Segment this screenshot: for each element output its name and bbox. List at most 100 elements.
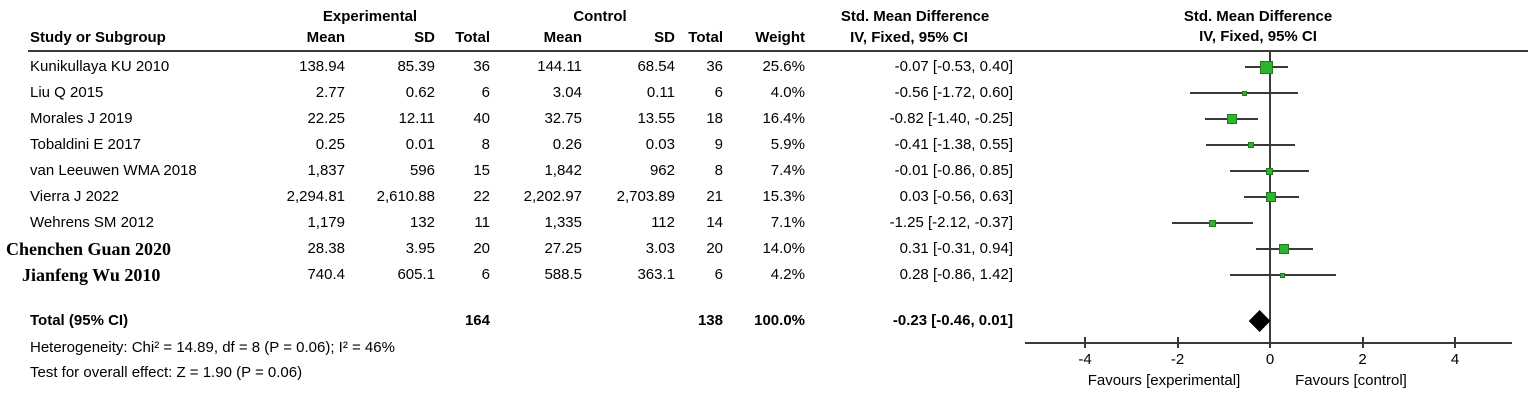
ctrl-mean: 27.25 <box>544 240 582 257</box>
ctrl-mean: 144.11 <box>537 58 582 75</box>
ctrl-sd: 0.11 <box>646 84 675 101</box>
weight: 7.1% <box>770 214 805 231</box>
header-underline <box>28 50 1528 52</box>
ci-line <box>1245 66 1289 68</box>
axis-tick-label: -4 <box>1078 351 1092 368</box>
ctrl-mean: 1,842 <box>544 162 582 179</box>
ci-text: 0.03 [-0.56, 0.63] <box>899 188 1013 205</box>
exp-sd: 605.1 <box>397 266 435 283</box>
exp-sd: 0.01 <box>405 136 435 153</box>
exp-total-header: Total <box>455 29 490 46</box>
ctrl-total: 8 <box>714 162 723 179</box>
exp-sd: 596 <box>409 162 435 179</box>
control-group-header: Control <box>573 8 627 25</box>
ctrl-sd: 13.55 <box>637 110 675 127</box>
exp-total: 40 <box>473 110 490 127</box>
study-column-header: Study or Subgroup <box>30 29 166 46</box>
weight: 7.4% <box>770 162 805 179</box>
ci-text: -0.56 [-1.72, 0.60] <box>894 84 1013 101</box>
ctrl-mean-header: Mean <box>543 29 582 46</box>
exp-sd: 3.95 <box>405 240 435 257</box>
effect-square <box>1266 167 1274 175</box>
ctrl-total: 6 <box>714 84 723 101</box>
study-name: Tobaldini E 2017 <box>30 136 141 153</box>
weight-header: Weight <box>755 29 805 46</box>
ci-text: -0.07 [-0.53, 0.40] <box>894 58 1013 75</box>
total-ctrl-sd-empty <box>582 308 675 334</box>
ctrl-sd: 112 <box>651 214 675 231</box>
study-name: Wehrens SM 2012 <box>30 214 154 231</box>
total-row: Total (95% CI) 164 138 100.0% -0.23 [-0.… <box>0 308 1013 334</box>
ctrl-mean: 1,335 <box>544 214 582 231</box>
ci-line <box>1171 222 1253 224</box>
axis-tick-label: 0 <box>1265 351 1275 368</box>
exp-total: 6 <box>481 84 490 101</box>
axis-tick-label: 4 <box>1450 351 1460 368</box>
effect-square <box>1241 90 1247 96</box>
exp-sd: 0.62 <box>405 84 435 101</box>
experimental-group-header: Experimental <box>322 8 418 25</box>
ctrl-sd: 0.03 <box>645 136 675 153</box>
effect-square <box>1248 142 1255 148</box>
ctrl-mean: 0.26 <box>552 136 582 153</box>
study-row: Tobaldini E 2017 0.25 0.01 8 0.26 0.03 9… <box>0 132 1013 158</box>
effect-square <box>1260 60 1274 74</box>
study-row: Kunikullaya KU 2010 138.94 85.39 36 144.… <box>0 54 1013 80</box>
effect-square <box>1280 272 1286 278</box>
exp-total: 36 <box>473 58 490 75</box>
total-ci-text: -0.23 [-0.46, 0.01] <box>892 312 1013 329</box>
axis-tick <box>1084 337 1086 348</box>
weight: 5.9% <box>770 136 805 153</box>
ctrl-mean: 3.04 <box>552 84 582 101</box>
ci-line <box>1230 170 1310 172</box>
study-name: Morales J 2019 <box>30 110 133 127</box>
weight: 25.6% <box>762 58 805 75</box>
exp-sd: 2,610.88 <box>376 188 435 205</box>
study-name: Vierra J 2022 <box>30 188 119 205</box>
total-label: Total (95% CI) <box>30 312 129 329</box>
study-row: Morales J 2019 22.25 12.11 40 32.75 13.5… <box>0 106 1013 132</box>
exp-total: 11 <box>474 214 490 231</box>
exp-total: 22 <box>473 188 490 205</box>
effect-square <box>1279 244 1290 254</box>
overall-effect-text: Test for overall effect: Z = 1.90 (P = 0… <box>30 364 303 381</box>
ctrl-total: 36 <box>706 58 723 75</box>
zero-line <box>1269 51 1271 342</box>
exp-mean: 740.4 <box>307 266 345 283</box>
exp-total: 20 <box>473 240 490 257</box>
column-header-row: Study or Subgroup Mean SD Total Mean SD … <box>0 26 1013 50</box>
total-exp-sd-empty <box>345 308 435 334</box>
exp-mean: 1,837 <box>307 162 345 179</box>
ctrl-sd: 3.03 <box>645 240 675 257</box>
axis-tick <box>1176 337 1179 348</box>
total-exp-mean-empty <box>250 308 345 334</box>
exp-total: 6 <box>481 266 490 283</box>
study-row: Jianfeng Wu 2010 740.4 605.1 6 588.5 363… <box>0 262 1013 288</box>
exp-mean: 0.25 <box>315 136 345 153</box>
ctrl-total: 6 <box>714 266 723 283</box>
exp-mean: 28.38 <box>307 240 345 257</box>
ci-text: -0.82 [-1.40, -0.25] <box>889 110 1013 127</box>
smd-plot-column-header: Std. Mean Difference <box>1183 8 1333 25</box>
ctrl-mean: 32.75 <box>544 110 582 127</box>
ci-text: 0.28 [-0.86, 1.42] <box>899 266 1013 283</box>
axis-tick <box>1454 337 1456 348</box>
effect-square <box>1266 192 1277 202</box>
ctrl-total: 14 <box>706 214 723 231</box>
ci-line <box>1244 196 1300 198</box>
study-name: Jianfeng Wu 2010 <box>22 265 161 285</box>
exp-sd: 85.39 <box>397 58 435 75</box>
ctrl-total-header: Total <box>688 29 723 46</box>
exp-total: 8 <box>481 136 490 153</box>
ctrl-mean: 588.5 <box>544 266 582 283</box>
study-name: Liu Q 2015 <box>30 84 104 101</box>
study-row: Vierra J 2022 2,294.81 2,610.88 22 2,202… <box>0 184 1013 210</box>
exp-mean: 138.94 <box>299 58 345 75</box>
study-name: Chenchen Guan 2020 <box>6 239 172 259</box>
ci-method-header: IV, Fixed, 95% CI <box>850 29 968 46</box>
study-row: Chenchen Guan 2020 28.38 3.95 20 27.25 3… <box>0 236 1013 262</box>
ctrl-sd: 363.1 <box>637 266 675 283</box>
ci-text: -0.01 [-0.86, 0.85] <box>894 162 1013 179</box>
ci-line <box>1190 92 1298 94</box>
